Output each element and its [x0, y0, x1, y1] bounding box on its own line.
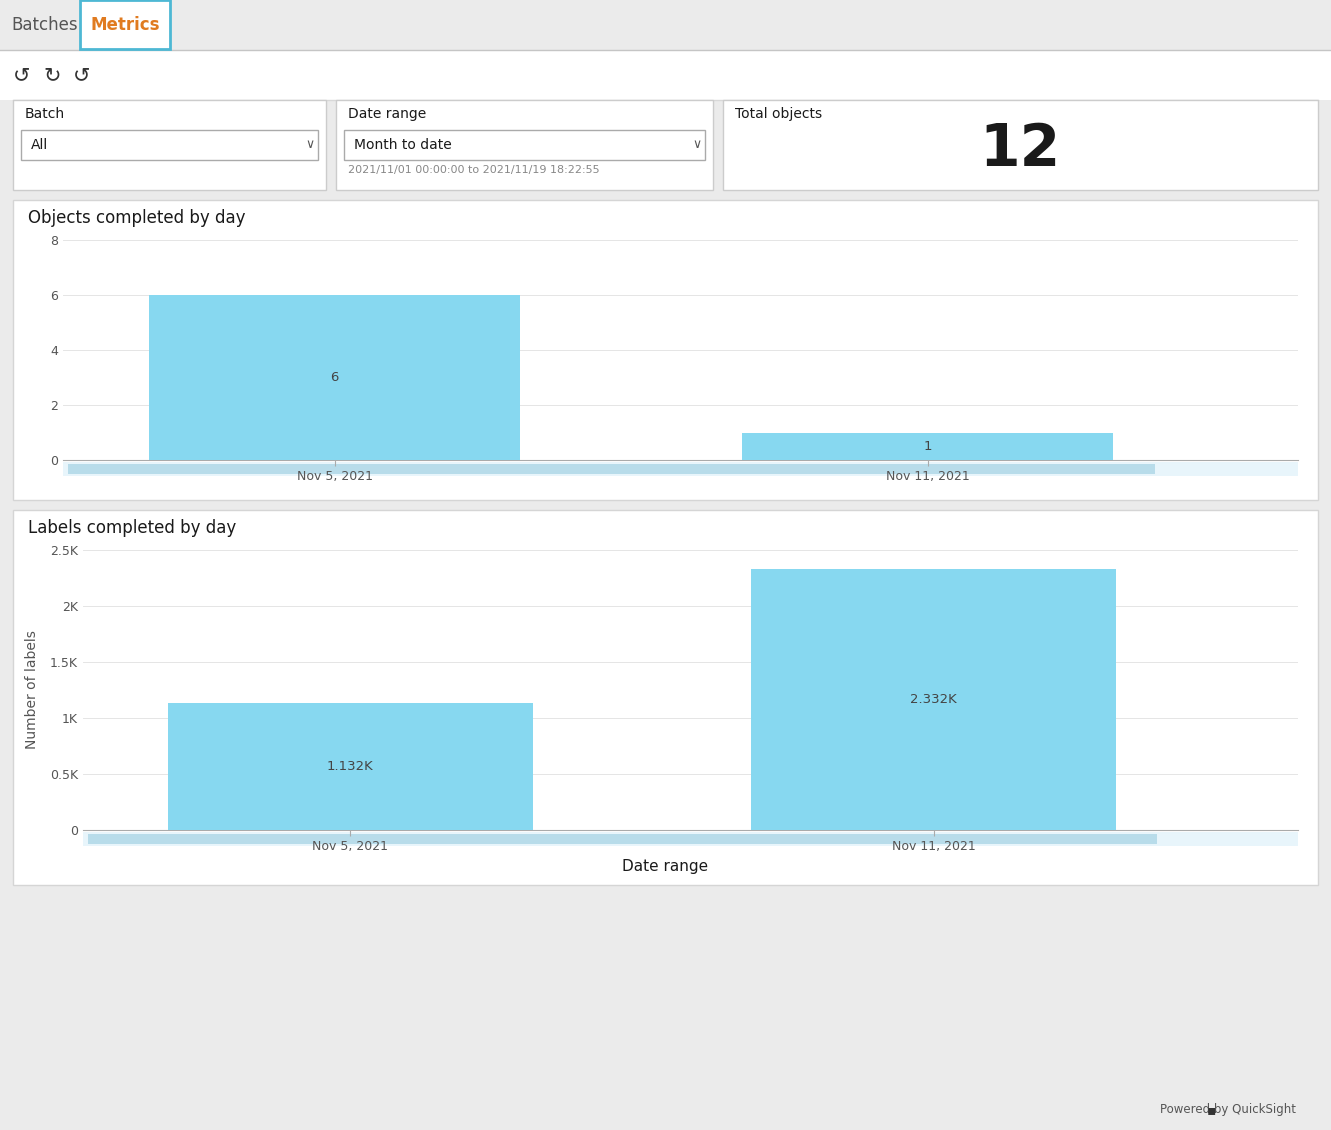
Text: Metrics: Metrics	[91, 16, 160, 34]
Text: ↻: ↻	[43, 66, 61, 85]
Bar	[68, 464, 1155, 473]
Bar	[13, 99, 326, 190]
Bar	[21, 130, 318, 160]
Text: Objects completed by day: Objects completed by day	[28, 209, 245, 227]
Text: Date range: Date range	[347, 107, 426, 121]
Bar	[13, 510, 1318, 885]
Bar	[335, 99, 713, 190]
Text: ↺: ↺	[13, 66, 31, 85]
Bar	[343, 130, 705, 160]
Text: 2021/11/01 00:00:00 to 2021/11/19 18:22:55: 2021/11/01 00:00:00 to 2021/11/19 18:22:…	[347, 165, 600, 175]
Text: ∨: ∨	[692, 139, 701, 151]
Bar	[13, 200, 1318, 499]
Bar	[743, 433, 1113, 460]
Bar	[751, 568, 1115, 831]
Bar	[63, 462, 1298, 476]
Text: Batch: Batch	[25, 107, 65, 121]
Text: Batches: Batches	[12, 16, 79, 34]
Bar	[0, 0, 1331, 50]
Text: Month to date: Month to date	[354, 138, 451, 153]
Bar	[723, 99, 1318, 190]
Text: ∨: ∨	[305, 139, 314, 151]
Text: Total objects: Total objects	[735, 107, 823, 121]
Bar	[168, 703, 532, 831]
Bar	[149, 295, 520, 460]
Text: Powered by QuickSight: Powered by QuickSight	[1161, 1104, 1296, 1116]
Text: 12: 12	[980, 122, 1061, 179]
Bar	[80, 0, 170, 49]
Text: 6: 6	[330, 371, 339, 384]
Text: Date range: Date range	[623, 860, 708, 875]
Text: ▪: ▪	[1206, 1103, 1215, 1116]
Text: ↺: ↺	[73, 66, 91, 85]
Y-axis label: Number of labels: Number of labels	[25, 631, 39, 749]
Bar	[88, 834, 1157, 844]
Text: Labels completed by day: Labels completed by day	[28, 519, 236, 537]
Text: All: All	[31, 138, 48, 153]
Text: 1.132K: 1.132K	[327, 760, 374, 773]
Text: 2.332K: 2.332K	[910, 693, 957, 706]
Bar	[83, 832, 1298, 846]
Text: 1: 1	[924, 440, 932, 453]
Bar	[0, 50, 1331, 99]
